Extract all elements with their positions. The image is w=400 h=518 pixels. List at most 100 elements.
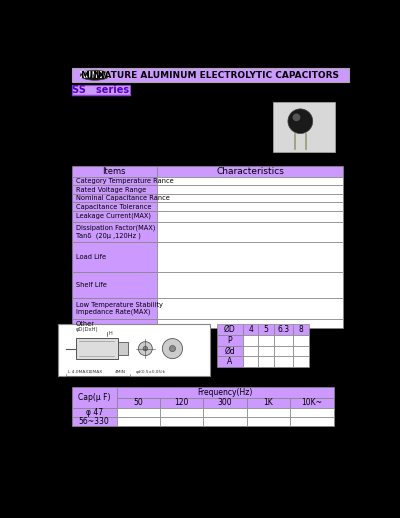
Text: Other: Other [76,321,94,326]
Circle shape [162,339,182,358]
Bar [243,346,258,356]
Text: MINIATURE ALUMINUM ELECTROLYTIC CAPACITORS    SS: MINIATURE ALUMINUM ELECTROLYTIC CAPACITO… [81,71,364,80]
Bar [72,417,117,426]
Bar [273,102,335,152]
Text: Dissipation Factor(MAX)
Tanδ  (20μ ,120Hz ): Dissipation Factor(MAX) Tanδ (20μ ,120Hz… [76,225,155,239]
Bar [72,387,117,408]
Bar [217,335,243,346]
Bar [157,272,343,298]
Bar [76,338,118,359]
Bar [290,398,334,408]
Text: 120: 120 [174,398,189,407]
Text: XUNDA: XUNDA [80,71,110,80]
Bar [72,85,130,95]
Bar [258,346,274,356]
Circle shape [169,346,176,352]
Text: H: H [109,332,113,337]
Bar [72,408,117,417]
Bar [72,177,157,185]
Bar [243,335,258,346]
Bar [72,194,157,203]
Bar [258,324,274,335]
Bar [274,356,293,367]
Text: 6.3: 6.3 [278,325,290,334]
Bar [117,398,160,408]
Bar [72,298,157,319]
Bar [274,335,293,346]
Bar [204,417,247,426]
Bar [293,356,309,367]
Bar [243,324,258,335]
Text: Ød: Ød [224,347,235,355]
Bar [72,319,157,328]
Circle shape [138,342,152,355]
Bar [243,356,258,367]
Text: 5: 5 [264,325,269,334]
Bar [274,324,293,335]
Bar [274,346,293,356]
Bar [157,222,343,241]
Bar [72,241,157,272]
Text: 1K: 1K [264,398,274,407]
Text: φ 47: φ 47 [86,408,103,417]
Bar [217,356,243,367]
Ellipse shape [80,70,110,80]
Bar [72,222,157,241]
Bar [293,346,309,356]
Bar [293,335,309,346]
Text: 50: 50 [134,398,143,407]
Bar [258,335,274,346]
Text: Category Temperature Rance: Category Temperature Rance [76,178,173,184]
Text: L 4.0MAX: L 4.0MAX [68,370,88,373]
Bar [72,68,349,82]
Bar [117,387,334,398]
Text: φD(DxH): φD(DxH) [76,327,98,332]
Text: Cap(μ F): Cap(μ F) [78,393,110,402]
Text: Low Temperature Stability
Impedance Rate(MAX): Low Temperature Stability Impedance Rate… [76,302,162,315]
Bar [157,241,343,272]
Text: 10MAX: 10MAX [87,370,102,373]
Bar [217,346,243,356]
Text: SS   series: SS series [72,85,129,95]
Text: ØD: ØD [224,325,236,334]
Bar [157,166,343,177]
Text: φd(0.5±0.05)k: φd(0.5±0.05)k [136,370,166,373]
Bar [157,319,343,328]
Bar [117,417,160,426]
Text: P: P [228,336,232,344]
Bar [117,408,160,417]
Bar [72,203,157,211]
Bar [157,211,343,222]
Bar [290,408,334,417]
Bar [160,408,204,417]
Text: 10K~: 10K~ [302,398,322,407]
Text: Leakage Current(MAX): Leakage Current(MAX) [76,213,150,220]
Text: 300: 300 [218,398,232,407]
Bar [258,356,274,367]
Bar [157,177,343,185]
Bar [72,185,157,194]
Bar [160,417,204,426]
Bar [118,342,128,355]
Bar [247,417,290,426]
Bar [217,324,243,335]
Bar [247,408,290,417]
Text: Nominal Capacitance Rance: Nominal Capacitance Rance [76,195,170,201]
Circle shape [143,347,148,351]
Bar [72,272,157,298]
Text: Load Life: Load Life [76,254,106,260]
Bar [290,417,334,426]
Bar [157,185,343,194]
Text: 56~330: 56~330 [79,418,110,426]
Bar [293,324,309,335]
Text: Characteristics: Characteristics [216,167,284,176]
Text: Items: Items [102,167,126,176]
Bar [157,298,343,319]
Bar [204,398,247,408]
Ellipse shape [288,109,313,134]
Text: Shelf Life: Shelf Life [76,282,106,288]
Text: 4: 4 [248,325,253,334]
Bar [157,203,343,211]
Bar [157,194,343,203]
Ellipse shape [292,113,300,121]
